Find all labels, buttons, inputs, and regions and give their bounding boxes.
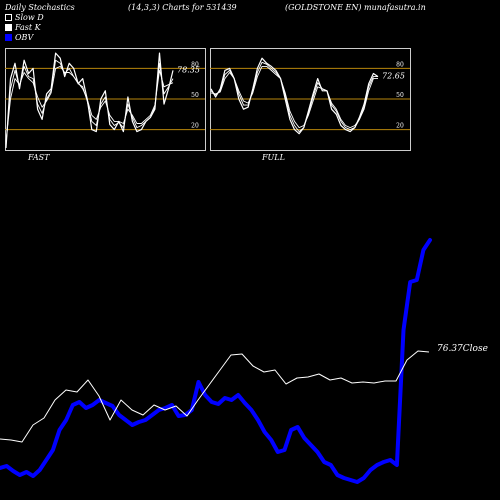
- legend-swatch-obv: [5, 34, 12, 41]
- legend-label-fast-k: Fast K: [15, 23, 41, 32]
- full-stochastic-panel: 80 50 20 72.65 FULL: [210, 48, 411, 162]
- close-end-label: 76.37Close: [437, 344, 488, 354]
- full-stoch-line-2: [210, 65, 378, 129]
- legend-slow-d: Slow D: [5, 13, 44, 22]
- fast-stoch-line-2: [5, 65, 174, 142]
- fast-panel-title: FAST: [27, 153, 50, 162]
- legend-fast-k: Fast K: [5, 23, 41, 32]
- fast-ytick-label: 20: [191, 123, 199, 130]
- fast-stoch-line-1: [5, 59, 174, 145]
- legend-label-slow-d: Slow D: [15, 13, 44, 22]
- legend-swatch-slow-d: [5, 14, 12, 21]
- obv-line: [0, 238, 432, 484]
- fast-ytick-label: 80: [191, 61, 199, 68]
- full-panel-title: FULL: [261, 153, 285, 162]
- fast-stochastic-panel: 80 50 20 78.35 FAST: [5, 48, 206, 162]
- legend-swatch-fast-k: [5, 24, 12, 31]
- fast-stoch-line-0: [5, 52, 174, 149]
- full-stoch-line-0: [210, 57, 379, 135]
- close-line: [0, 350, 430, 443]
- chart-source: (GOLDSTONE EN) munafasutra.in: [285, 3, 426, 12]
- chart-title: Daily Stochastics: [5, 3, 75, 12]
- full-stoch-line-1: [210, 61, 378, 133]
- full-ytick-label: 80: [396, 61, 404, 68]
- full-ytick-label: 50: [396, 92, 404, 99]
- legend-obv: OBV: [5, 33, 33, 42]
- chart-params: (14,3,3) Charts for 531439: [128, 3, 237, 12]
- legend-label-obv: OBV: [15, 33, 34, 42]
- full-ytick-label: 20: [396, 123, 404, 130]
- full-value-label: 72.65: [382, 72, 405, 81]
- fast-ytick-label: 50: [191, 92, 199, 99]
- fast-value-label: 78.35: [177, 65, 200, 74]
